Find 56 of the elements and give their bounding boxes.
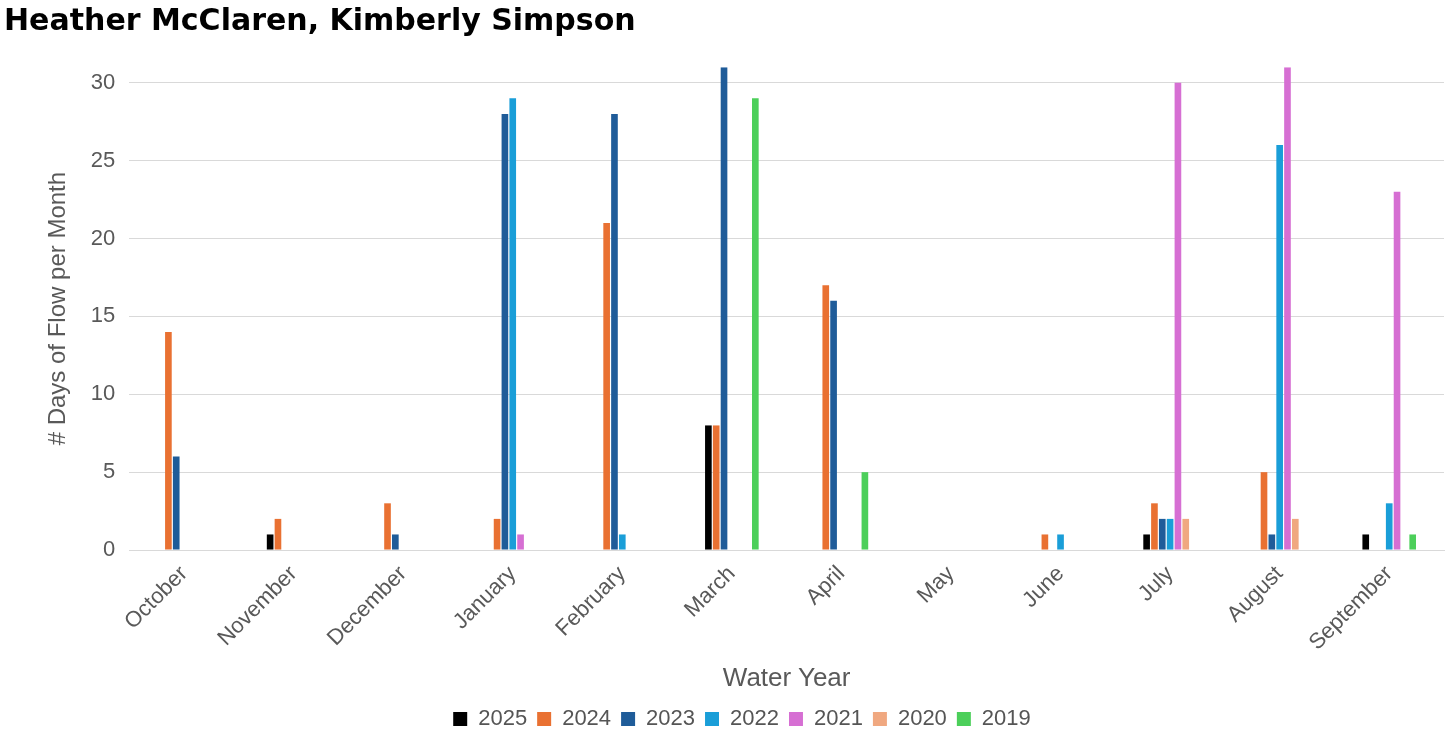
bar xyxy=(165,331,172,550)
y-tick-label: 20 xyxy=(90,224,116,250)
legend-label: 2024 xyxy=(562,705,612,731)
bar xyxy=(1174,82,1182,550)
bar xyxy=(1158,518,1166,550)
bar xyxy=(1393,191,1401,550)
bar xyxy=(1151,503,1158,550)
y-tick-label: 5 xyxy=(103,458,116,484)
x-tick-label: May xyxy=(911,560,959,608)
bar xyxy=(603,222,610,550)
y-tick-label: 0 xyxy=(103,536,116,562)
bar xyxy=(1182,518,1190,550)
bar xyxy=(1409,534,1417,550)
legend-label: 2023 xyxy=(646,705,696,731)
bar xyxy=(861,472,869,550)
bar xyxy=(1385,503,1393,550)
bar xyxy=(493,518,501,550)
x-axis-title: Water Year xyxy=(722,661,851,692)
bar xyxy=(611,113,618,550)
chart-title: Heather McClaren, Kimberly Simpson xyxy=(4,2,636,37)
bar xyxy=(392,534,399,550)
bar xyxy=(1276,145,1283,550)
legend-label: 2022 xyxy=(730,705,779,731)
legend-label: 2021 xyxy=(813,705,863,731)
bar xyxy=(274,518,282,550)
bar xyxy=(1057,534,1064,550)
bar xyxy=(705,425,712,550)
legend-label: 2019 xyxy=(981,705,1031,731)
bar xyxy=(501,113,509,550)
bar xyxy=(712,425,720,550)
bar xyxy=(1166,518,1174,550)
bar xyxy=(1362,534,1370,550)
bar xyxy=(509,98,517,550)
bar xyxy=(752,98,759,550)
bar xyxy=(1143,534,1150,550)
y-tick-label: 30 xyxy=(90,68,116,94)
bar xyxy=(172,456,180,550)
y-axis-title: # Days of Flow per Month xyxy=(43,171,71,446)
bar xyxy=(830,300,837,550)
legend-label: 2020 xyxy=(897,705,947,731)
bar xyxy=(720,67,728,550)
bar xyxy=(517,534,524,550)
legend-label: 2025 xyxy=(478,705,528,731)
bar xyxy=(1284,67,1291,550)
bar xyxy=(266,534,274,550)
bar xyxy=(618,534,626,550)
y-tick-label: 15 xyxy=(90,302,116,328)
bar xyxy=(1291,518,1299,550)
x-tick-label: July xyxy=(1132,560,1178,606)
y-tick-label: 10 xyxy=(90,380,116,406)
bar xyxy=(384,503,391,550)
bar xyxy=(1260,472,1268,550)
y-tick-label: 25 xyxy=(90,146,116,172)
bar xyxy=(822,285,830,550)
bar xyxy=(1041,534,1049,550)
bar xyxy=(1268,534,1276,550)
